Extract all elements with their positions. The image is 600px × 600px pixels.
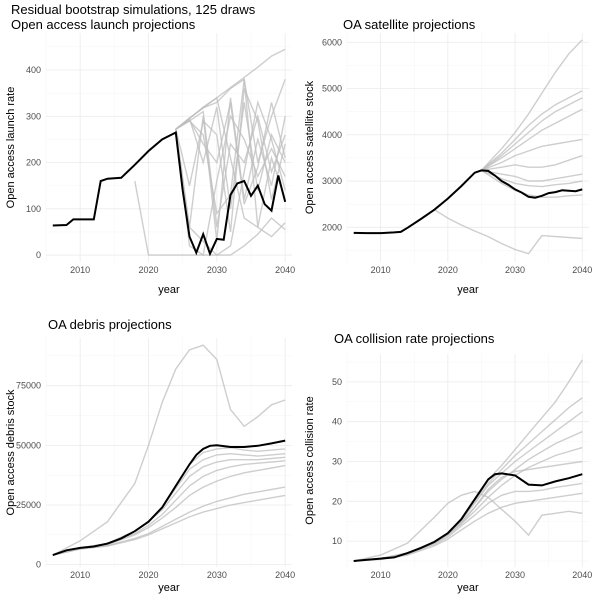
x-axis-title: year — [457, 582, 479, 594]
x-tick-label: 2010 — [371, 570, 391, 580]
panel-title: OA collision rate projections — [334, 331, 495, 346]
panel-title: OA debris projections — [48, 317, 172, 332]
simulation-line — [353, 411, 583, 562]
y-tick-label: 400 — [26, 65, 41, 75]
y-axis-title: Open access collision rate — [304, 396, 316, 524]
panel-title: OA satellite projections — [343, 17, 476, 32]
x-tick-label: 2030 — [505, 265, 525, 275]
panel-1: 2010 2020 2030 2040 0 100 200 300 400 Open access… — [5, 17, 295, 296]
y-tick-label: 5000 — [322, 84, 342, 94]
x-axis-title: year — [457, 284, 479, 296]
main-series-line — [353, 472, 583, 562]
simulation-line — [480, 39, 583, 171]
x-axis-title: year — [158, 284, 180, 296]
y-tick-label: 20 — [332, 496, 342, 506]
y-tick-label: 200 — [26, 158, 41, 168]
x-tick-label: 2040 — [275, 570, 295, 580]
simulation-line — [52, 494, 286, 556]
figure-title: Residual bootstrap simulations, 125 draw… — [11, 2, 256, 17]
simulation-line — [481, 169, 583, 198]
y-tick-label: 4000 — [322, 130, 342, 140]
main-series-line — [52, 130, 287, 257]
simulation-line — [481, 169, 583, 182]
y-tick-label: 10 — [332, 536, 342, 546]
x-tick-label: 2030 — [505, 570, 525, 580]
simulation-line — [175, 48, 286, 130]
simulation-line — [175, 88, 286, 232]
simulation-line — [481, 108, 583, 171]
y-tick-label: 40 — [332, 417, 342, 427]
simulation-line — [175, 102, 286, 205]
y-tick-label: 30 — [332, 456, 342, 466]
simulation-line — [481, 138, 583, 172]
y-tick-label: 2000 — [322, 222, 342, 232]
simulation-line — [52, 486, 286, 556]
x-tick-label: 2010 — [70, 265, 90, 275]
y-axis-title: Open access satellite stock — [304, 80, 316, 214]
y-tick-label: 6000 — [322, 37, 342, 47]
simulation-line — [480, 97, 583, 171]
simulation-line — [353, 397, 583, 562]
x-tick-label: 2020 — [138, 265, 158, 275]
x-tick-label: 2030 — [207, 265, 227, 275]
simulation-line — [481, 154, 583, 172]
simulation-line — [353, 446, 583, 562]
x-tick-label: 2040 — [572, 570, 592, 580]
y-tick-label: 50000 — [16, 440, 41, 450]
y-axis-title: Open access debris stock — [5, 389, 17, 515]
simulation-line — [353, 492, 583, 562]
panel-3: 2010 2020 2030 2040 0 25000 50000 75000 OA debri… — [5, 317, 295, 594]
y-tick-label: 50 — [332, 377, 342, 387]
panel-title: Open access launch projections — [11, 17, 196, 32]
x-tick-label: 2040 — [572, 265, 592, 275]
simulation-line — [353, 430, 583, 562]
simulation-line — [353, 359, 583, 562]
simulation-line — [481, 169, 583, 188]
y-tick-label: 3000 — [322, 176, 342, 186]
x-tick-label: 2020 — [438, 570, 458, 580]
simulation-line — [480, 90, 583, 171]
x-tick-label: 2010 — [371, 265, 391, 275]
x-tick-label: 2010 — [70, 570, 90, 580]
y-axis-title: Open access launch rate — [5, 87, 17, 209]
simulation-line — [52, 344, 286, 556]
x-axis-title: year — [158, 582, 180, 594]
x-tick-label: 2020 — [438, 265, 458, 275]
x-tick-label: 2040 — [275, 265, 295, 275]
simulation-line — [353, 482, 583, 562]
x-tick-label: 2030 — [207, 570, 227, 580]
y-tick-label: 300 — [26, 111, 41, 121]
simulation-line — [52, 452, 286, 556]
y-tick-label: 0 — [36, 250, 41, 260]
simulation-line — [52, 464, 286, 556]
main-series-line — [52, 439, 286, 557]
y-tick-label: 100 — [26, 204, 41, 214]
x-tick-label: 2020 — [138, 570, 158, 580]
y-tick-label: 0 — [36, 560, 41, 570]
simulation-line — [175, 110, 286, 228]
y-tick-label: 25000 — [16, 500, 41, 510]
y-tick-label: 75000 — [16, 381, 41, 391]
simulation-line — [434, 209, 583, 255]
main-series-line — [353, 169, 583, 235]
